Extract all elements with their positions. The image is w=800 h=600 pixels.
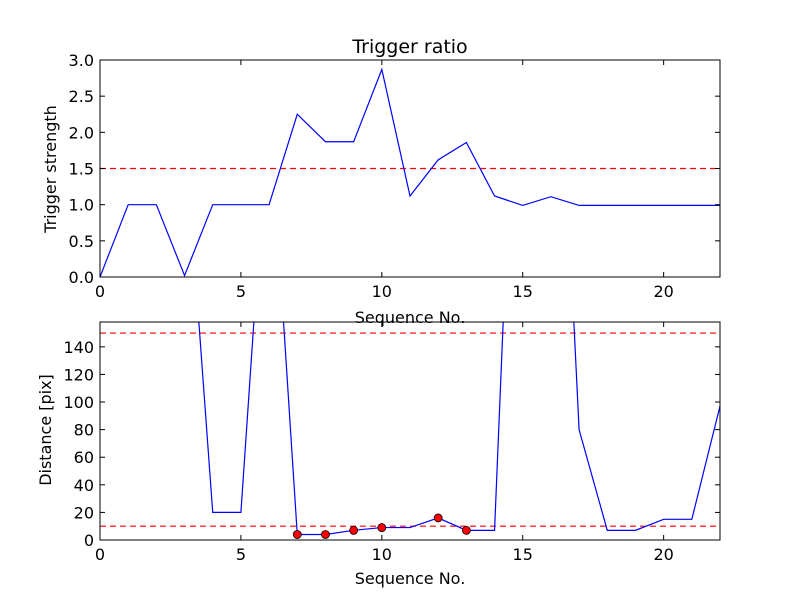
- y-tick-label: 100: [63, 393, 94, 412]
- plot-area: [100, 67, 720, 277]
- x-tick-label: 20: [653, 545, 673, 564]
- x-tick-label: 0: [95, 545, 105, 564]
- data-point-marker: [349, 525, 359, 535]
- x-axis-label: Sequence No.: [355, 308, 466, 327]
- data-point-marker: [377, 523, 387, 532]
- y-tick-label: 1.0: [69, 196, 94, 215]
- y-tick-label: 40: [74, 476, 94, 495]
- data-point-marker: [321, 530, 330, 539]
- x-tick-label: 15: [513, 282, 533, 301]
- y-tick-label: 2.5: [69, 87, 94, 106]
- y-tick-label: 3.0: [69, 51, 94, 70]
- x-tick-label: 10: [372, 282, 392, 301]
- trigger-ratio-chart: Trigger ratio Sequence No. Trigger stren…: [41, 36, 721, 327]
- series-line: [198, 322, 720, 536]
- data-point-marker: [292, 530, 302, 539]
- x-tick-label: 15: [513, 545, 533, 564]
- x-tick-label: 5: [236, 282, 246, 301]
- y-tick-label: 0.5: [69, 232, 94, 251]
- x-axis-label: Sequence No.: [355, 569, 466, 588]
- data-point-marker: [461, 525, 471, 535]
- x-tick-label: 10: [372, 545, 392, 564]
- x-tick-label: 5: [236, 545, 246, 564]
- y-tick-label: 2.0: [69, 123, 94, 142]
- x-tick-label: 20: [653, 282, 673, 301]
- y-tick-label: 0.0: [69, 268, 94, 287]
- series-line: [100, 67, 720, 277]
- y-tick-label: 80: [74, 421, 94, 440]
- plot-area: [100, 322, 720, 539]
- x-tick-label: 0: [95, 282, 105, 301]
- y-tick-label: 120: [63, 365, 94, 384]
- y-tick-label: 60: [74, 448, 94, 467]
- y-tick-label: 140: [63, 338, 94, 357]
- y-tick-label: 0: [84, 531, 94, 550]
- y-axis-label: Distance [pix]: [36, 374, 55, 486]
- data-point-marker: [433, 513, 443, 523]
- chart-title: Trigger ratio: [351, 36, 467, 58]
- y-tick-label: 20: [74, 503, 94, 522]
- distance-chart: Sequence No. Distance [pix] 0 5 10 15 20 0 20 4…: [36, 321, 721, 588]
- y-axis-label: Trigger strength: [41, 105, 60, 234]
- axes-frame: [99, 321, 721, 541]
- y-tick-label: 1.5: [69, 160, 94, 179]
